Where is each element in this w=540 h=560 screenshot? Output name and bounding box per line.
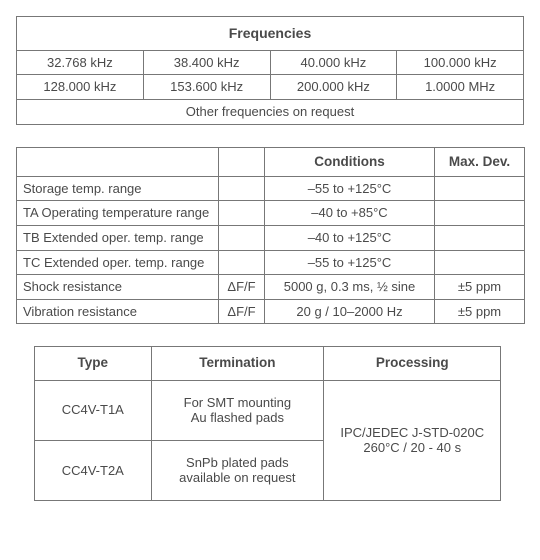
env-cond: 5000 g, 0.3 ms, ½ sine — [265, 275, 435, 300]
frequencies-table: Frequencies 32.768 kHz 38.400 kHz 40.000… — [16, 16, 524, 125]
env-maxdev: ±5 ppm — [435, 275, 525, 300]
frequencies-row: 128.000 kHz 153.600 kHz 200.000 kHz 1.00… — [17, 75, 524, 100]
env-row: Storage temp. range –55 to +125°C — [17, 176, 525, 201]
frequency-value: 38.400 kHz — [143, 50, 270, 75]
env-header-row: Conditions Max. Dev. — [17, 147, 525, 176]
term-termination-line1: SnPb plated pads — [186, 455, 289, 470]
env-symbol — [219, 201, 265, 226]
termination-table: Type Termination Processing CC4V-T1A For… — [34, 346, 501, 501]
env-param: TC Extended oper. temp. range — [17, 250, 219, 275]
term-termination: SnPb plated pads available on request — [151, 440, 324, 500]
env-cond: –40 to +125°C — [265, 225, 435, 250]
env-row: TB Extended oper. temp. range –40 to +12… — [17, 225, 525, 250]
term-termination-line2: Au flashed pads — [191, 410, 284, 425]
frequency-value: 1.0000 MHz — [397, 75, 524, 100]
env-cond: 20 g / 10–2000 Hz — [265, 299, 435, 324]
env-param: Vibration resistance — [17, 299, 219, 324]
env-row: Shock resistance ΔF/F 5000 g, 0.3 ms, ½ … — [17, 275, 525, 300]
env-header-conditions: Conditions — [265, 147, 435, 176]
term-termination-line1: For SMT mounting — [184, 395, 291, 410]
term-row: CC4V-T1A For SMT mounting Au flashed pad… — [35, 380, 501, 440]
env-param: TA Operating temperature range — [17, 201, 219, 226]
env-maxdev — [435, 250, 525, 275]
env-header-symbol — [219, 147, 265, 176]
env-maxdev — [435, 225, 525, 250]
frequency-value: 100.000 kHz — [397, 50, 524, 75]
term-header-row: Type Termination Processing — [35, 347, 501, 380]
env-header-maxdev: Max. Dev. — [435, 147, 525, 176]
term-header-type: Type — [35, 347, 152, 380]
term-processing-line2: 260°C / 20 - 40 s — [363, 440, 461, 455]
env-symbol — [219, 176, 265, 201]
term-header-processing: Processing — [324, 347, 501, 380]
env-cond: –40 to +85°C — [265, 201, 435, 226]
term-type: CC4V-T2A — [35, 440, 152, 500]
term-processing: IPC/JEDEC J-STD-020C 260°C / 20 - 40 s — [324, 380, 501, 500]
env-symbol: ΔF/F — [219, 275, 265, 300]
env-cond: –55 to +125°C — [265, 176, 435, 201]
env-param: Storage temp. range — [17, 176, 219, 201]
env-header-param — [17, 147, 219, 176]
term-processing-line1: IPC/JEDEC J-STD-020C — [340, 425, 484, 440]
frequencies-row: 32.768 kHz 38.400 kHz 40.000 kHz 100.000… — [17, 50, 524, 75]
env-row: TA Operating temperature range –40 to +8… — [17, 201, 525, 226]
environmental-table: Conditions Max. Dev. Storage temp. range… — [16, 147, 525, 325]
frequency-value: 128.000 kHz — [17, 75, 144, 100]
frequencies-footer-row: Other frequencies on request — [17, 99, 524, 124]
env-param: TB Extended oper. temp. range — [17, 225, 219, 250]
env-maxdev — [435, 201, 525, 226]
frequencies-footer: Other frequencies on request — [17, 99, 524, 124]
frequency-value: 32.768 kHz — [17, 50, 144, 75]
env-row: TC Extended oper. temp. range –55 to +12… — [17, 250, 525, 275]
env-maxdev: ±5 ppm — [435, 299, 525, 324]
term-termination-line2: available on request — [179, 470, 295, 485]
env-maxdev — [435, 176, 525, 201]
frequencies-title: Frequencies — [17, 17, 524, 51]
frequency-value: 40.000 kHz — [270, 50, 397, 75]
frequencies-title-row: Frequencies — [17, 17, 524, 51]
frequency-value: 153.600 kHz — [143, 75, 270, 100]
env-param: Shock resistance — [17, 275, 219, 300]
term-header-termination: Termination — [151, 347, 324, 380]
term-termination: For SMT mounting Au flashed pads — [151, 380, 324, 440]
frequency-value: 200.000 kHz — [270, 75, 397, 100]
env-symbol: ΔF/F — [219, 299, 265, 324]
env-row: Vibration resistance ΔF/F 20 g / 10–2000… — [17, 299, 525, 324]
env-cond: –55 to +125°C — [265, 250, 435, 275]
env-symbol — [219, 250, 265, 275]
env-symbol — [219, 225, 265, 250]
term-type: CC4V-T1A — [35, 380, 152, 440]
